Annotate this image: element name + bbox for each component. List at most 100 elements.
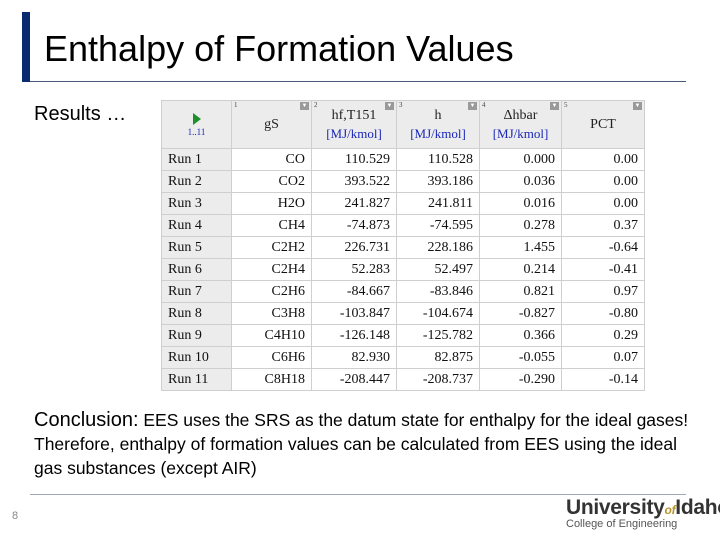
cell-hf[interactable]: 110.529 [311, 148, 397, 171]
cell-dh[interactable]: 0.036 [479, 170, 562, 193]
table-corner[interactable]: 1..11 [161, 100, 232, 149]
cell-h[interactable]: -83.846 [396, 280, 480, 303]
cell-gs[interactable]: CO2 [231, 170, 312, 193]
slide-title: Enthalpy of Formation Values [44, 28, 514, 69]
university-logo: UniversityofIdaho College of Engineering [566, 496, 720, 530]
run-label[interactable]: Run 5 [161, 236, 232, 259]
cell-dh[interactable]: 0.000 [479, 148, 562, 171]
cell-dh[interactable]: 0.366 [479, 324, 562, 347]
run-label[interactable]: Run 9 [161, 324, 232, 347]
cell-pct[interactable]: -0.14 [561, 368, 645, 391]
cell-h[interactable]: 82.875 [396, 346, 480, 369]
cell-pct[interactable]: 0.97 [561, 280, 645, 303]
cell-gs[interactable]: C2H2 [231, 236, 312, 259]
cell-gs[interactable]: C8H18 [231, 368, 312, 391]
cell-hf[interactable]: -84.667 [311, 280, 397, 303]
run-label[interactable]: Run 2 [161, 170, 232, 193]
column-header-h[interactable]: 3 ▼ h [MJ/kmol] [396, 100, 480, 149]
run-label[interactable]: Run 3 [161, 192, 232, 215]
cell-gs[interactable]: H2O [231, 192, 312, 215]
table-row[interactable]: Run 11 C8H18 -208.447 -208.737 -0.290 -0.14 [161, 368, 645, 391]
cell-pct[interactable]: 0.29 [561, 324, 645, 347]
cell-dh[interactable]: -0.827 [479, 302, 562, 325]
run-label[interactable]: Run 8 [161, 302, 232, 325]
cell-dh[interactable]: 0.016 [479, 192, 562, 215]
cell-h[interactable]: 110.528 [396, 148, 480, 171]
column-header-gs[interactable]: 1 ▼ gS [231, 100, 312, 149]
cell-h[interactable]: -104.674 [396, 302, 480, 325]
cell-hf[interactable]: 393.522 [311, 170, 397, 193]
cell-dh[interactable]: -0.055 [479, 346, 562, 369]
cell-dh[interactable]: 0.821 [479, 280, 562, 303]
cell-pct[interactable]: -0.41 [561, 258, 645, 281]
column-header-hf[interactable]: 2 ▼ hf,T151 [MJ/kmol] [311, 100, 397, 149]
run-label[interactable]: Run 4 [161, 214, 232, 237]
cell-pct[interactable]: 0.00 [561, 148, 645, 171]
cell-hf[interactable]: 241.827 [311, 192, 397, 215]
table-row[interactable]: Run 6 C2H4 52.283 52.497 0.214 -0.41 [161, 258, 645, 281]
cell-hf[interactable]: -126.148 [311, 324, 397, 347]
table-row[interactable]: Run 8 C3H8 -103.847 -104.674 -0.827 -0.80 [161, 302, 645, 325]
cell-h[interactable]: 228.186 [396, 236, 480, 259]
column-header-dh[interactable]: 4 ▼ Δhbar [MJ/kmol] [479, 100, 562, 149]
logo-idaho: Idaho [675, 496, 720, 519]
cell-hf[interactable]: 82.930 [311, 346, 397, 369]
cell-h[interactable]: 393.186 [396, 170, 480, 193]
cell-h[interactable]: 241.811 [396, 192, 480, 215]
cell-pct[interactable]: 0.07 [561, 346, 645, 369]
logo-university: University [566, 496, 665, 519]
column-menu-icon[interactable]: ▼ [300, 102, 309, 110]
run-label[interactable]: Run 1 [161, 148, 232, 171]
cell-gs[interactable]: C2H4 [231, 258, 312, 281]
run-label[interactable]: Run 11 [161, 368, 232, 391]
table-row[interactable]: Run 7 C2H6 -84.667 -83.846 0.821 0.97 [161, 280, 645, 303]
cell-dh[interactable]: -0.290 [479, 368, 562, 391]
column-number: 4 [482, 101, 486, 110]
cell-gs[interactable]: CO [231, 148, 312, 171]
cell-pct[interactable]: -0.64 [561, 236, 645, 259]
table-row[interactable]: Run 9 C4H10 -126.148 -125.782 0.366 0.29 [161, 324, 645, 347]
table-row[interactable]: Run 2 CO2 393.522 393.186 0.036 0.00 [161, 170, 645, 193]
column-header-pct[interactable]: 5 ▼ PCT [561, 100, 645, 149]
cell-hf[interactable]: -208.447 [311, 368, 397, 391]
cell-gs[interactable]: CH4 [231, 214, 312, 237]
run-label[interactable]: Run 7 [161, 280, 232, 303]
cell-hf[interactable]: 226.731 [311, 236, 397, 259]
run-label[interactable]: Run 10 [161, 346, 232, 369]
table-row[interactable]: Run 10 C6H6 82.930 82.875 -0.055 0.07 [161, 346, 645, 369]
cell-h[interactable]: -74.595 [396, 214, 480, 237]
cell-pct[interactable]: 0.37 [561, 214, 645, 237]
column-menu-icon[interactable]: ▼ [550, 102, 559, 110]
cell-dh[interactable]: 0.278 [479, 214, 562, 237]
table-row[interactable]: Run 3 H2O 241.827 241.811 0.016 0.00 [161, 192, 645, 215]
column-menu-icon[interactable]: ▼ [385, 102, 394, 110]
ees-results-table[interactable]: 1..11 1 ▼ gS 2 ▼ hf,T151 [MJ/kmol] 3 ▼ h… [161, 100, 645, 391]
footer-divider [30, 494, 686, 495]
cell-gs[interactable]: C6H6 [231, 346, 312, 369]
column-name: PCT [590, 116, 616, 132]
cell-gs[interactable]: C3H8 [231, 302, 312, 325]
title-accent-bar [22, 12, 30, 82]
cell-gs[interactable]: C2H6 [231, 280, 312, 303]
cell-pct[interactable]: 0.00 [561, 192, 645, 215]
table-body: Run 1 CO 110.529 110.528 0.000 0.00 Run 2 CO2 39… [161, 148, 645, 391]
page-number: 8 [12, 510, 19, 522]
cell-gs[interactable]: C4H10 [231, 324, 312, 347]
cell-h[interactable]: 52.497 [396, 258, 480, 281]
cell-dh[interactable]: 1.455 [479, 236, 562, 259]
run-label[interactable]: Run 6 [161, 258, 232, 281]
cell-dh[interactable]: 0.214 [479, 258, 562, 281]
cell-h[interactable]: -125.782 [396, 324, 480, 347]
table-row[interactable]: Run 1 CO 110.529 110.528 0.000 0.00 [161, 148, 645, 171]
cell-pct[interactable]: 0.00 [561, 170, 645, 193]
column-menu-icon[interactable]: ▼ [468, 102, 477, 110]
table-row[interactable]: Run 5 C2H2 226.731 228.186 1.455 -0.64 [161, 236, 645, 259]
cell-pct[interactable]: -0.80 [561, 302, 645, 325]
run-arrow-icon[interactable] [192, 112, 201, 125]
column-menu-icon[interactable]: ▼ [633, 102, 642, 110]
cell-hf[interactable]: -74.873 [311, 214, 397, 237]
cell-hf[interactable]: 52.283 [311, 258, 397, 281]
table-row[interactable]: Run 4 CH4 -74.873 -74.595 0.278 0.37 [161, 214, 645, 237]
cell-h[interactable]: -208.737 [396, 368, 480, 391]
cell-hf[interactable]: -103.847 [311, 302, 397, 325]
